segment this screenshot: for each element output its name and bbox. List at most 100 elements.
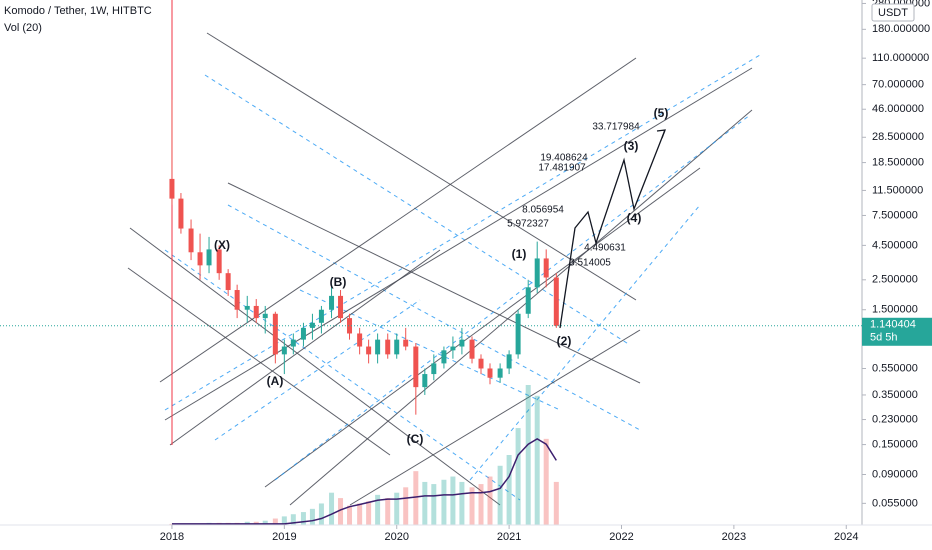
pitchfork-median: [227, 204, 641, 431]
volume-bar: [450, 476, 456, 525]
candle-body: [338, 295, 344, 319]
arrow-head: [656, 129, 666, 139]
candle-body: [450, 346, 456, 351]
countdown: 5d 5h: [870, 332, 898, 344]
volume-bar: [431, 484, 437, 525]
y-tick-label: 18.500000: [872, 156, 924, 168]
y-tick-label: 0.055000: [872, 497, 918, 509]
wave-label: (C): [407, 432, 424, 446]
volume-bar: [262, 520, 268, 525]
candle-body: [329, 295, 335, 310]
volume-bar: [422, 481, 428, 525]
candle-body: [469, 339, 475, 359]
x-tick-label: 2022: [609, 531, 633, 543]
volume-bar: [459, 481, 465, 525]
annotations: (X) (A) (B) (C) (1) (2) (3) (4) (5) 33.717984 19.4…: [214, 106, 668, 446]
volume-bar: [487, 476, 493, 525]
candle-body: [169, 178, 175, 199]
wave-label: (1): [512, 247, 527, 261]
volume-bar: [366, 501, 372, 525]
pitchfork-line: [129, 227, 501, 506]
volume-bar: [534, 395, 540, 525]
price-annotation: 3.514005: [569, 258, 611, 269]
x-tick-label: 2019: [272, 531, 296, 543]
volume-bar: [497, 465, 503, 525]
volume-bar: [525, 385, 531, 525]
wave-projection: [559, 129, 666, 329]
candle-body: [553, 277, 559, 326]
pitchfork-median: [469, 204, 701, 481]
wave-label: (4): [627, 211, 642, 225]
volume-bar: [357, 503, 363, 525]
candle-body: [431, 363, 437, 375]
wave-label: (X): [214, 238, 230, 252]
volume-bar: [553, 481, 559, 525]
candle-body: [543, 258, 549, 278]
projection: [559, 129, 666, 329]
candle-body: [515, 313, 521, 355]
y-tick-label: 11.500000: [872, 184, 923, 196]
chart-title: Komodo / Tether, 1W, HITBTC: [4, 5, 152, 17]
y-tick-label: 2.500000: [872, 274, 918, 286]
price-annotation: 8.056954: [522, 205, 564, 216]
volume-bar: [394, 492, 400, 525]
candles: [169, 99, 559, 415]
y-tick-label: 7.500000: [872, 209, 918, 221]
y-tick-label: 0.550000: [872, 362, 918, 374]
candle-body: [487, 368, 493, 378]
candle-body: [413, 346, 419, 388]
price-annotation: 19.408624: [540, 153, 588, 164]
x-tick-label: 2021: [497, 531, 521, 543]
last-price: 1.140404: [870, 319, 916, 331]
volume-bar: [506, 455, 512, 525]
wave-label: (B): [330, 275, 347, 289]
candle-body: [459, 339, 465, 347]
candle-body: [403, 339, 409, 347]
volume-bar: [469, 487, 475, 525]
candle-body: [441, 350, 447, 364]
pitchfork-drawings: [127, 32, 761, 506]
pitchfork-median: [214, 299, 421, 441]
candle-body: [506, 354, 512, 369]
wave-label: (5): [654, 106, 669, 120]
candle-body: [375, 339, 381, 355]
volume-bar: [318, 503, 324, 525]
volume-bar: [515, 428, 521, 525]
candle-body: [234, 290, 240, 310]
candle-body: [357, 333, 363, 347]
pitchfork-median: [164, 249, 521, 501]
y-tick-label: 70.000000: [872, 79, 924, 91]
candle-body: [262, 313, 268, 319]
wave-label: (2): [557, 334, 572, 348]
pitchfork-line: [206, 32, 637, 301]
pitchfork-line: [159, 57, 637, 383]
candle-body: [225, 273, 231, 291]
volume-bar: [281, 516, 287, 525]
candle-body: [188, 228, 194, 253]
y-tick-label: 110.000000: [872, 52, 929, 64]
candle-body: [422, 374, 428, 388]
candle-body: [318, 309, 324, 323]
y-tick-label: 4.500000: [872, 239, 918, 251]
volume-pane: [169, 385, 559, 525]
volume-bar: [329, 492, 335, 525]
pitchfork-line: [264, 167, 701, 488]
candle-body: [216, 249, 222, 274]
y-tick-label: 0.150000: [872, 438, 918, 450]
candle-body: [385, 339, 391, 355]
candle-body: [478, 358, 484, 369]
pitchfork-median: [164, 54, 761, 411]
pitchfork-median: [274, 114, 751, 481]
volume-bar: [543, 438, 549, 525]
volume-bar: [338, 498, 344, 525]
candle-body: [253, 305, 259, 319]
currency-box[interactable]: [871, 3, 915, 22]
y-tick-label: 180.000000: [872, 23, 930, 35]
volume-bar: [385, 498, 391, 525]
volume-title: Vol (20): [4, 22, 42, 34]
pitchfork-line: [349, 329, 641, 506]
pitchfork-line: [169, 249, 441, 446]
y-tick-label: 28.500000: [872, 131, 924, 143]
